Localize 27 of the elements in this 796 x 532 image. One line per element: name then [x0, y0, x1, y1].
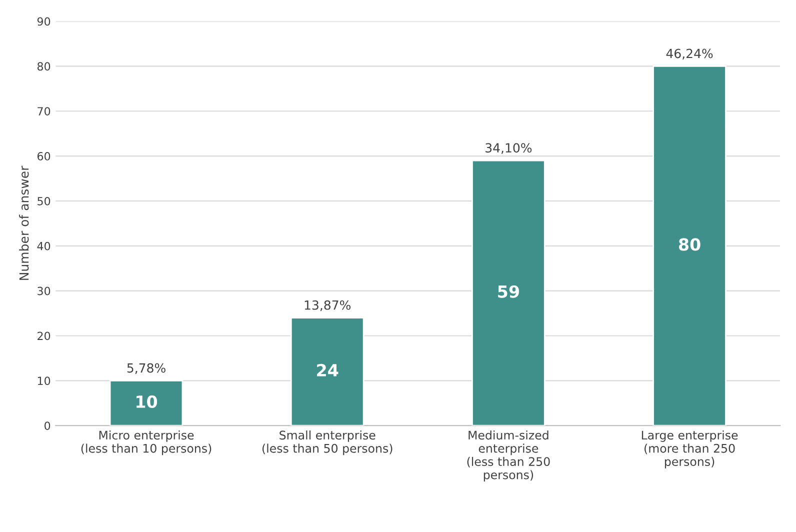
data-label: 80 — [678, 238, 700, 251]
y-tick-label: 40 — [37, 242, 50, 250]
data-label: 10 — [136, 395, 158, 408]
y-tick-label: 70 — [38, 107, 50, 116]
x-tick-label: Large enterprise (more than 250 persons) — [642, 430, 738, 468]
x-tick-label: Small enterprise (less than 50 persons) — [262, 430, 392, 456]
annotation: 34,10% — [486, 143, 532, 154]
y-tick-label: 60 — [37, 152, 50, 160]
data-label: 59 — [498, 285, 519, 298]
y-tick-label: 0 — [44, 422, 50, 430]
data-label: 24 — [317, 364, 338, 376]
y-tick-label: 50 — [38, 196, 50, 206]
y-axis-title: Number of answer — [19, 166, 29, 280]
x-tick-label: Medium-sized enterprise (less than 250 persons) — [467, 430, 550, 482]
bar — [290, 317, 364, 426]
y-tick-label: 80 — [37, 62, 50, 71]
annotation: 5,78% — [127, 363, 166, 374]
y-tick-label: 30 — [38, 286, 50, 296]
bar — [109, 380, 184, 426]
bar — [472, 160, 546, 426]
y-tick-label: 10 — [38, 376, 50, 386]
bar — [652, 66, 726, 426]
y-tick-label: 90 — [37, 17, 50, 26]
x-tick-label: Micro enterprise (less than 10 persons) — [81, 430, 212, 456]
annotation: 13,87% — [304, 300, 350, 312]
y-tick-label: 20 — [38, 332, 50, 340]
annotation: 46,24% — [666, 48, 713, 60]
